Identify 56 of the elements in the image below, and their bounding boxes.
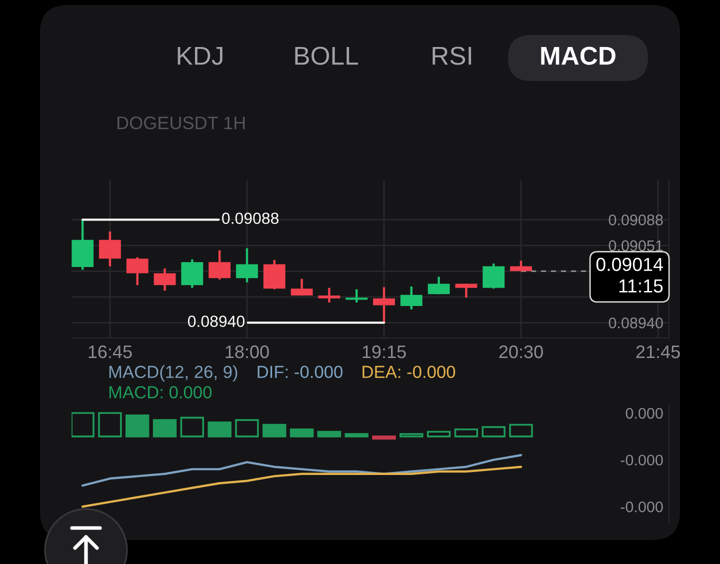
text: DIF: -0.000 <box>258 366 342 378</box>
bar <box>400 433 424 438</box>
candlestick <box>126 256 148 286</box>
bar <box>126 414 150 438</box>
annotation: 0.08940 <box>188 316 244 327</box>
candlestick <box>208 249 231 281</box>
candlestick <box>346 288 368 304</box>
candlestick <box>455 282 478 299</box>
line-series <box>81 466 522 508</box>
series-label: MACD: 0.000 <box>109 386 212 398</box>
candlestick <box>99 230 121 268</box>
x-tick-label: 19:15 <box>362 345 406 358</box>
candlestick <box>482 262 505 290</box>
candlestick <box>428 276 450 296</box>
text: BOLL <box>295 46 358 65</box>
annotation: 0.09088 <box>222 212 278 224</box>
bar <box>208 421 232 438</box>
bar <box>235 419 259 438</box>
bar <box>344 433 368 438</box>
bar <box>290 428 314 438</box>
y-tick-label: 0.09051 <box>608 240 663 252</box>
chart-title: DOGEUSDT 1H <box>118 116 245 130</box>
ref-line-label: 0.09014 11:15 <box>596 258 663 293</box>
bar <box>317 430 342 438</box>
x-tick-label: 18:00 <box>226 345 269 358</box>
bar <box>426 430 451 438</box>
candlestick <box>181 258 204 289</box>
bar <box>152 419 177 438</box>
y-tick-label: 0.000 <box>626 408 663 419</box>
text: DEA: -0.000 <box>362 366 456 378</box>
text: KDJ <box>178 46 222 65</box>
y-tick-label: -0.000 <box>620 454 663 466</box>
y-tick-label: 0.08940 <box>608 318 663 328</box>
candlestick <box>318 286 340 304</box>
y-tick-label: 0.09088 <box>608 214 663 226</box>
bar <box>98 412 122 438</box>
candlestick <box>290 278 313 297</box>
bar <box>262 424 286 438</box>
candlestick <box>400 285 422 311</box>
candlestick <box>373 286 395 324</box>
x-tick-label: 21:45 <box>636 345 680 358</box>
bar <box>509 424 533 438</box>
x-tick-label: 20:30 <box>499 345 543 358</box>
candlestick <box>236 247 258 284</box>
bar <box>454 428 478 438</box>
x-tick-label: 16:45 <box>88 345 132 358</box>
bar <box>180 416 204 438</box>
text: RSI <box>432 46 472 65</box>
text: MACD <box>541 46 616 65</box>
bar <box>372 436 396 440</box>
line-series <box>81 454 522 487</box>
bar <box>72 412 94 438</box>
y-tick-label: -0.000 <box>620 501 663 512</box>
candlestick <box>154 267 176 292</box>
bar <box>482 426 506 438</box>
legend-title: MACD(12, 26, 9) <box>109 365 238 382</box>
